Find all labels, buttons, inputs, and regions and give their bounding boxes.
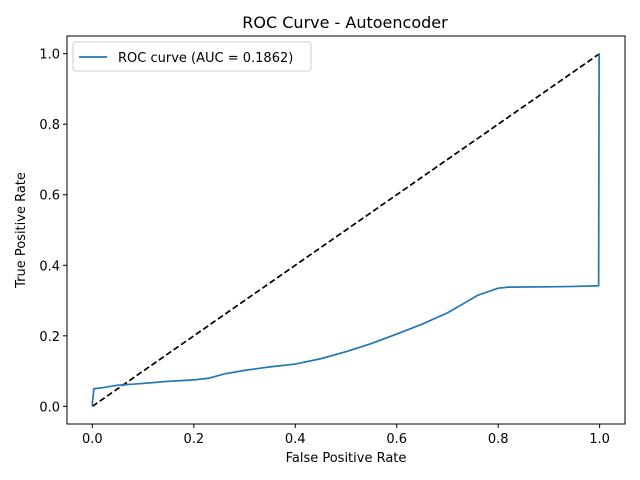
y-tick-label: 0.4 bbox=[39, 259, 60, 274]
y-axis: 0.0 0.2 0.4 0.6 0.8 1.0 bbox=[39, 48, 67, 415]
x-tick-label: 1.0 bbox=[589, 432, 610, 447]
chance-diagonal-line bbox=[91, 52, 601, 408]
x-tick-label: 0.2 bbox=[183, 432, 204, 447]
legend-label: ROC curve (AUC = 0.1862) bbox=[118, 51, 293, 66]
y-tick-label: 0.6 bbox=[39, 189, 60, 204]
plot-frame bbox=[66, 35, 626, 425]
y-tick-label: 0.0 bbox=[39, 400, 60, 415]
x-tick-label: 0.8 bbox=[488, 432, 509, 447]
y-tick-label: 0.2 bbox=[39, 330, 60, 345]
plot-area bbox=[91, 52, 601, 408]
x-axis-label: False Positive Rate bbox=[286, 451, 407, 466]
roc-curve-line bbox=[91, 53, 600, 407]
legend: ROC curve (AUC = 0.1862) bbox=[72, 41, 312, 72]
legend-box bbox=[72, 41, 312, 72]
y-tick-label: 0.8 bbox=[39, 118, 60, 133]
x-tick-label: 0.0 bbox=[82, 432, 103, 447]
x-tick-label: 0.6 bbox=[386, 432, 407, 447]
y-axis-label: True Positive Rate bbox=[14, 172, 29, 289]
chart-title: ROC Curve - Autoencoder bbox=[242, 13, 448, 32]
x-axis: 0.0 0.2 0.4 0.6 0.8 1.0 bbox=[82, 424, 610, 447]
x-tick-label: 0.4 bbox=[285, 432, 306, 447]
y-tick-label: 1.0 bbox=[39, 48, 60, 63]
